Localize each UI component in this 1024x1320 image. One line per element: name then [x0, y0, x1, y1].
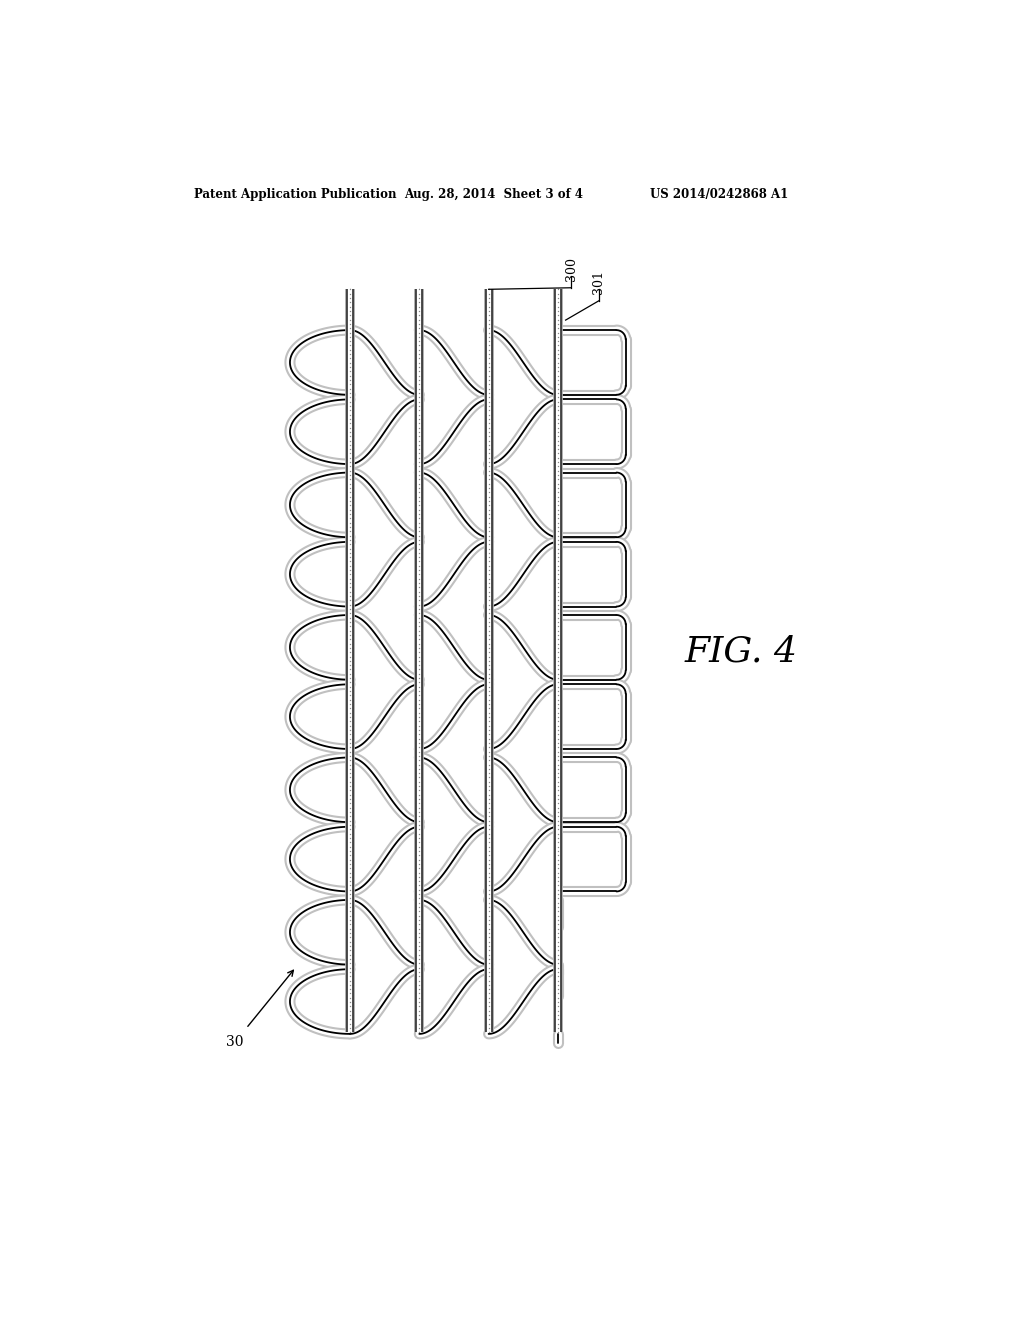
Text: 301: 301	[592, 271, 605, 294]
Text: FIG. 4: FIG. 4	[685, 634, 798, 668]
Text: US 2014/0242868 A1: US 2014/0242868 A1	[650, 187, 788, 201]
Text: 300: 300	[564, 257, 578, 281]
Text: Aug. 28, 2014  Sheet 3 of 4: Aug. 28, 2014 Sheet 3 of 4	[403, 187, 583, 201]
Text: 30: 30	[225, 1035, 244, 1048]
Text: Patent Application Publication: Patent Application Publication	[194, 187, 396, 201]
